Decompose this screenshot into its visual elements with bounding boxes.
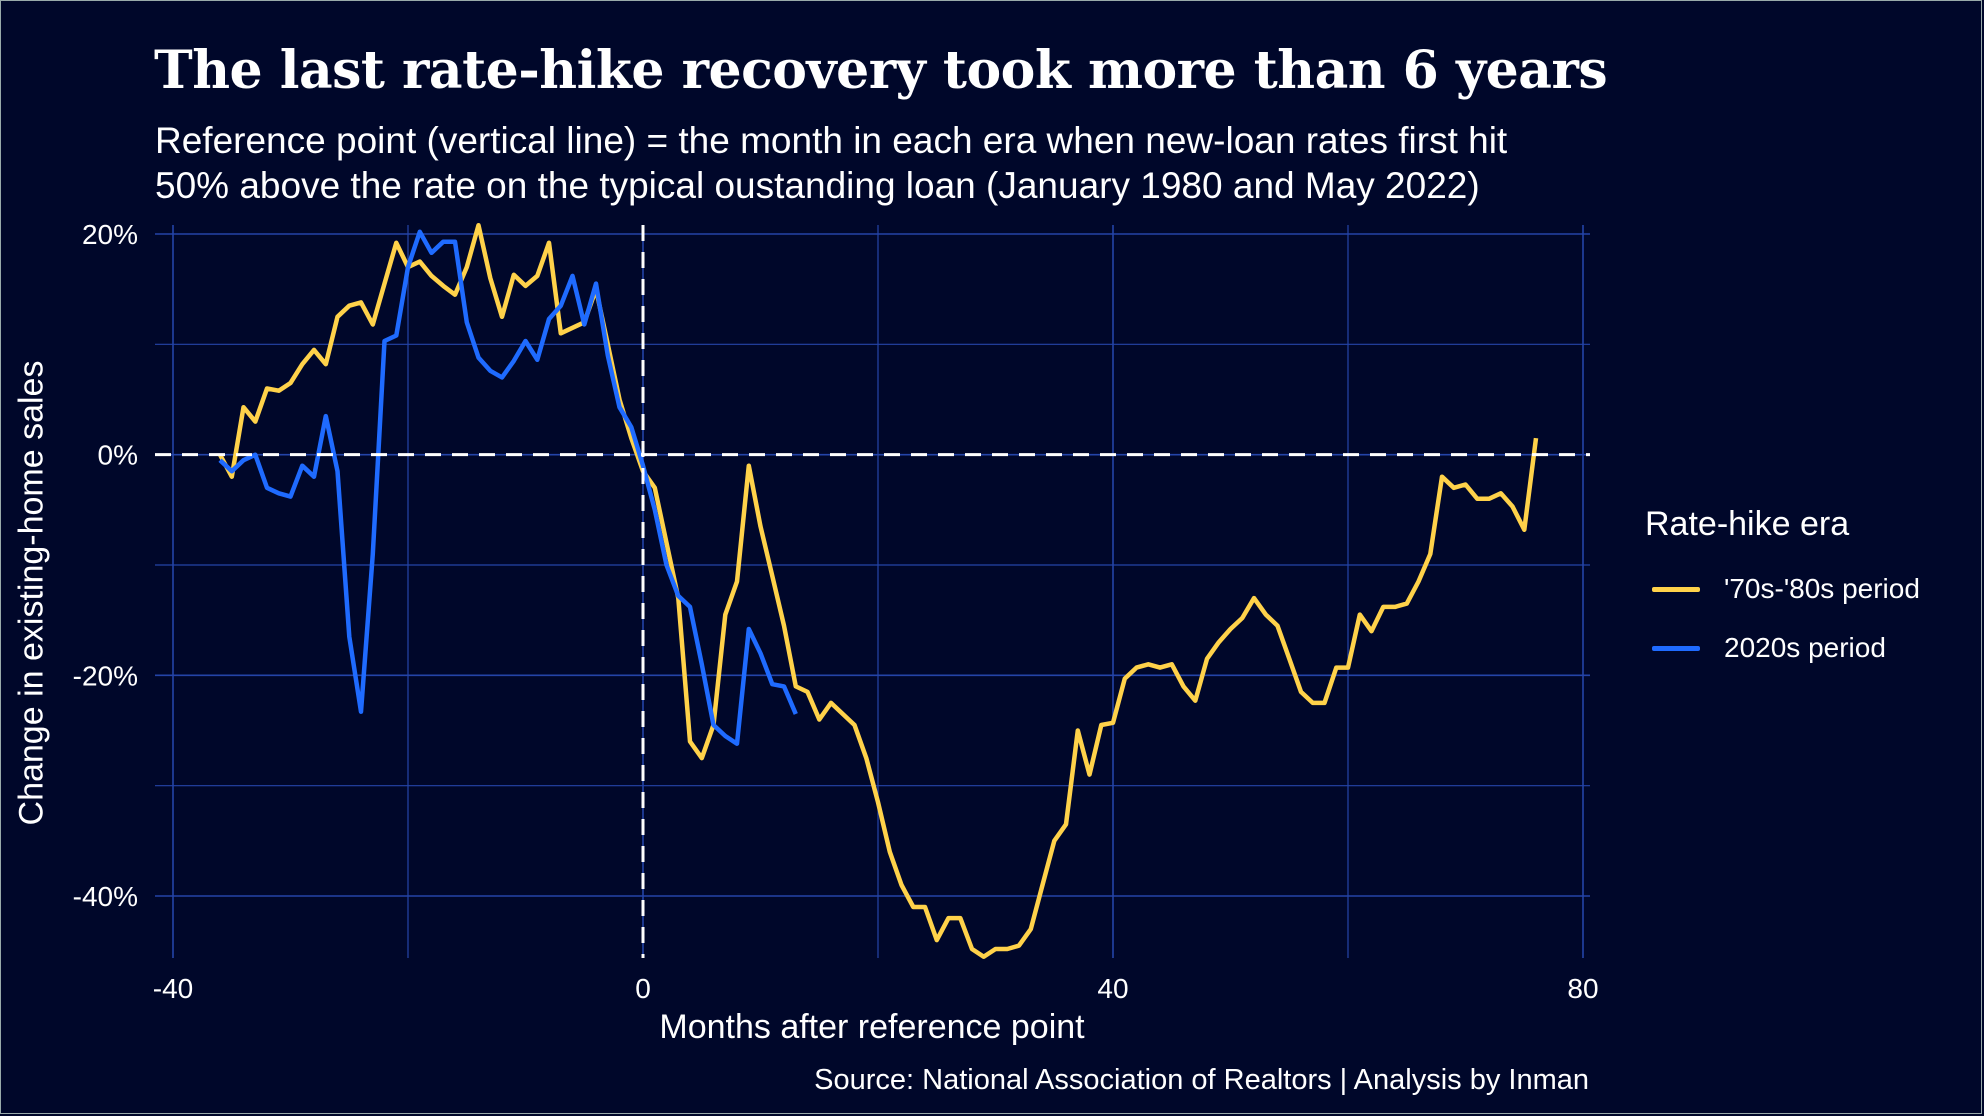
legend-swatch [1652, 586, 1700, 592]
y-tick-label: -20% [73, 660, 138, 691]
x-tick-label: -40 [153, 973, 193, 1004]
y-tick-label: 20% [82, 219, 138, 250]
legend-label: 2020s period [1724, 632, 1886, 663]
legend-swatch [1652, 645, 1700, 651]
x-tick-label: 80 [1567, 973, 1598, 1004]
x-tick-label: 0 [635, 973, 651, 1004]
y-tick-label: -40% [73, 881, 138, 912]
legend-item-2020s: 2020s period [1652, 632, 1886, 664]
chart-subtitle: Reference point (vertical line) = the mo… [155, 118, 1507, 208]
x-tick-label: 40 [1097, 973, 1128, 1004]
legend-title: Rate-hike era [1645, 505, 1850, 543]
series-line-0 [218, 222, 1539, 959]
chart-title: The last rate-hike recovery took more th… [154, 40, 1608, 101]
legend-label: '70s-'80s period [1724, 573, 1920, 604]
subtitle-line-2: 50% above the rate on the typical oustan… [155, 165, 1480, 206]
y-axis-label: Change in existing-home sales [12, 360, 51, 826]
series-line-1 [218, 229, 798, 746]
x-axis-label: Months after reference point [659, 1008, 1085, 1046]
subtitle-line-1: Reference point (vertical line) = the mo… [155, 120, 1508, 161]
y-tick-label: 0% [98, 440, 138, 471]
legend-item-70s-80s: '70s-'80s period [1652, 573, 1920, 605]
source-note: Source: National Association of Realtors… [814, 1064, 1589, 1096]
